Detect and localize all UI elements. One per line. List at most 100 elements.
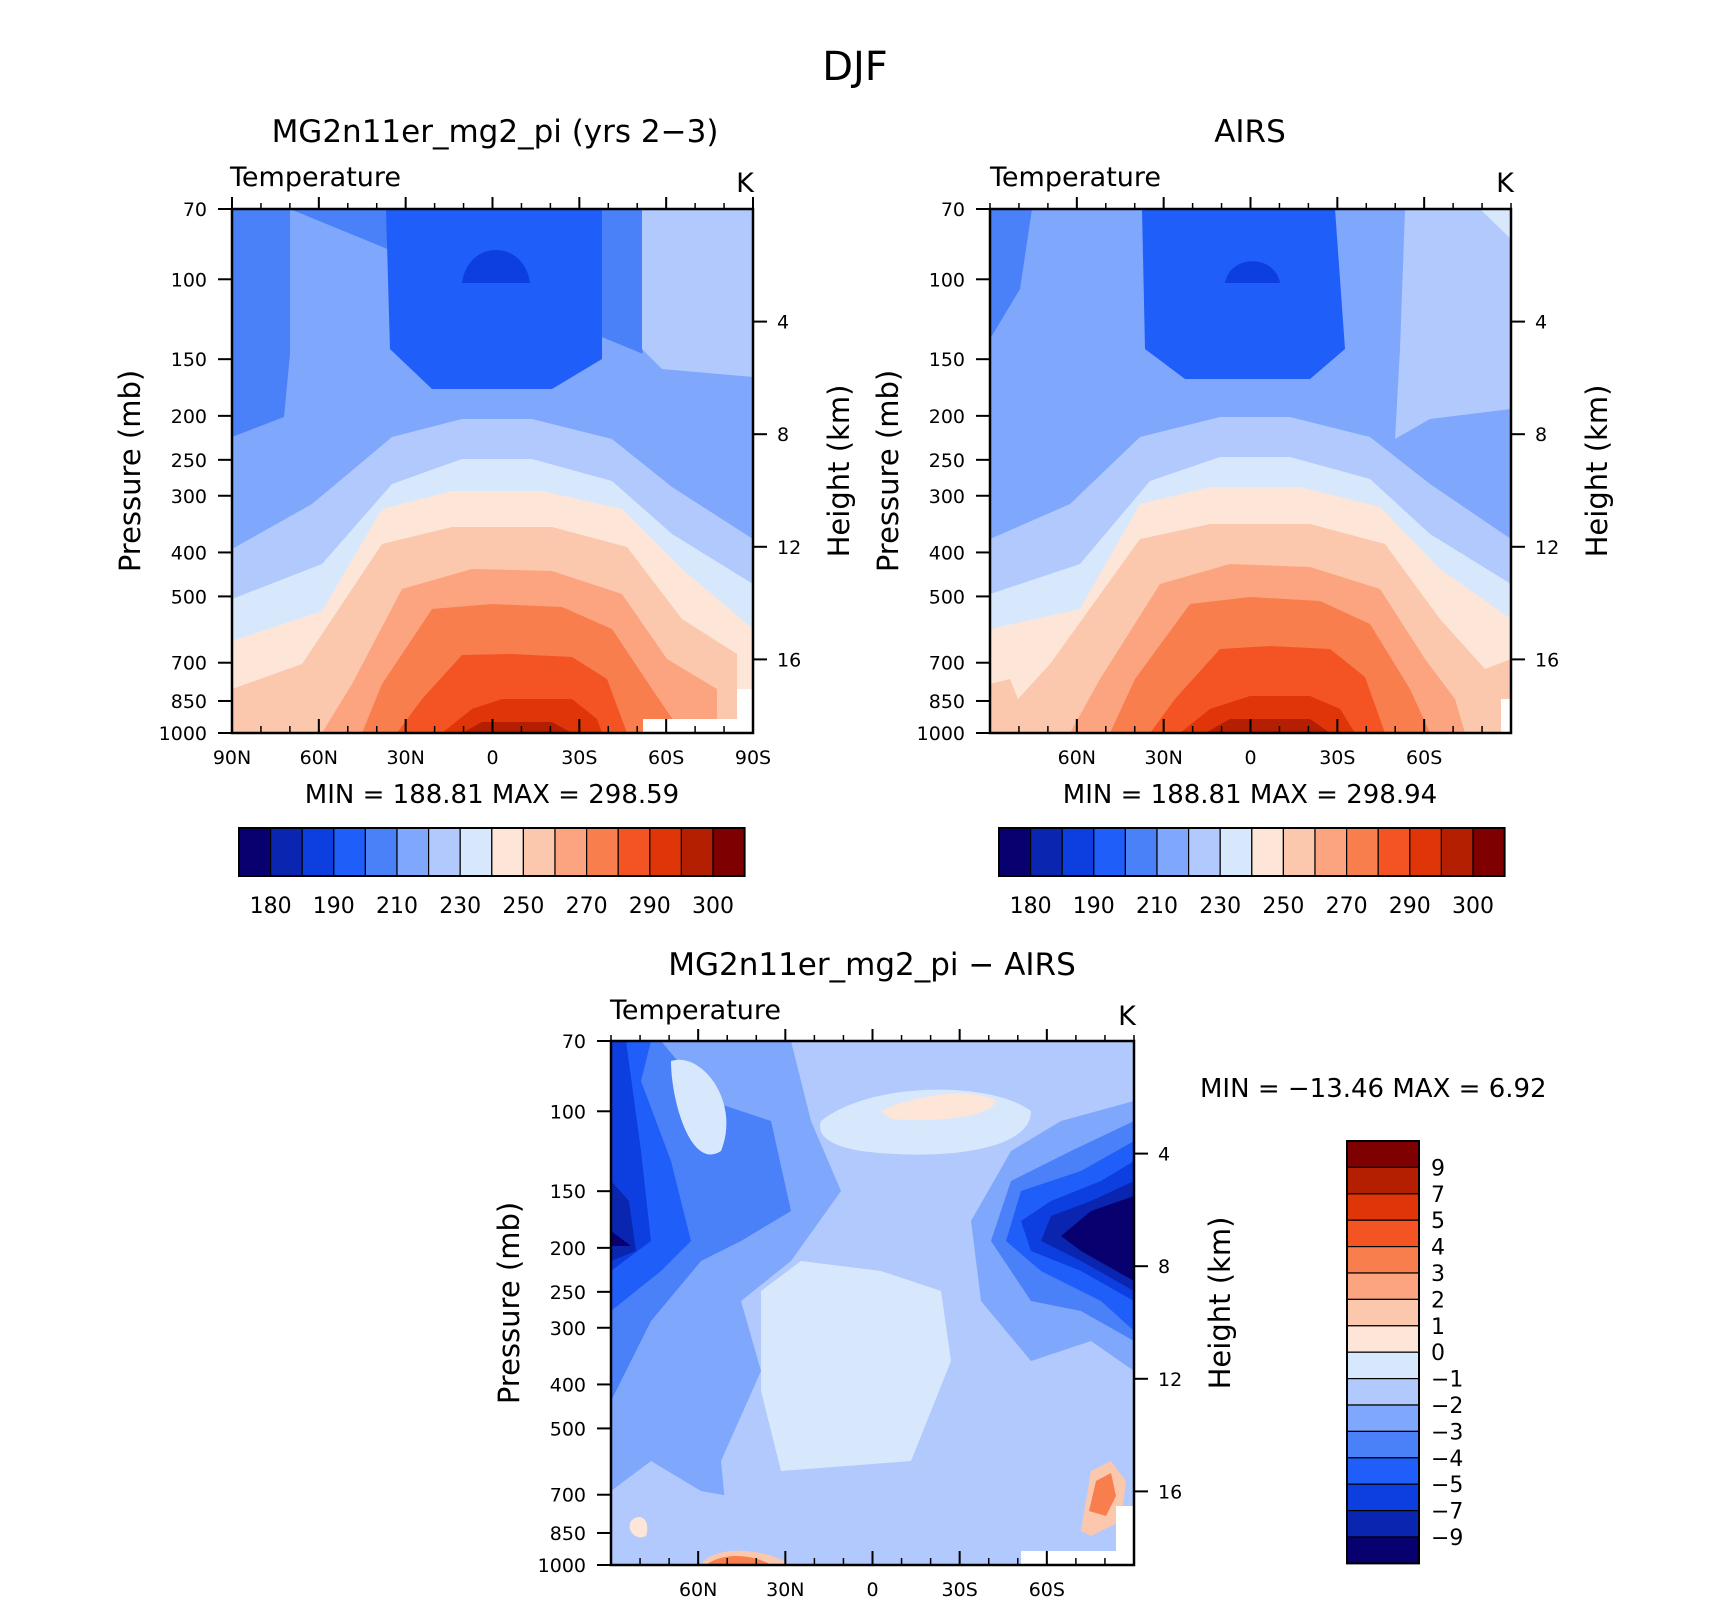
model-x-tick-label: 90N	[213, 747, 251, 769]
diff-y-tick-label: 400	[550, 1374, 586, 1396]
obs-colorbar-box	[1377, 827, 1411, 877]
model-colorbar-frame	[238, 827, 746, 877]
obs-band-13	[1205, 719, 1330, 733]
obs-colorbar: 180 190 210 230 250 270 290 300	[998, 827, 1506, 919]
obs-y2-tick-label: 8	[1535, 424, 1547, 446]
diff-colorbar-box	[1346, 1325, 1420, 1353]
model-colorbar-box	[649, 827, 682, 877]
obs-y-tick-label: 850	[929, 691, 965, 713]
model-colorbar-label: 210	[376, 894, 418, 919]
model-stats: MIN = 188.81 MAX = 298.59	[305, 780, 679, 810]
diff-x-tick-label: 0	[866, 1579, 878, 1601]
model-colorbar-box	[586, 827, 619, 877]
obs-stats: MIN = 188.81 MAX = 298.94	[1063, 780, 1437, 810]
diff-band-23	[629, 1516, 648, 1538]
diff-band-18	[611, 1461, 1134, 1565]
obs-colorbar-frame	[998, 827, 1506, 877]
obs-y-tick-label: 70	[941, 199, 965, 221]
diff-colorbar-box	[1346, 1140, 1420, 1168]
obs-y-tick-label: 700	[929, 653, 965, 675]
model-y2-tick-label: 12	[777, 537, 801, 559]
obs-axes: 60N 30N 0 30S 60S 70 100 150 200 250 300 400 500 700 8…	[871, 197, 1614, 769]
model-colorbar-box	[617, 827, 651, 877]
obs-colorbar-label: 210	[1136, 894, 1178, 919]
model-band-13	[386, 209, 602, 389]
diff-colorbar-label: 2	[1431, 1288, 1445, 1313]
obs-missing-region	[1501, 699, 1511, 733]
figure-title: DJF	[822, 44, 888, 90]
obs-colorbar-label: 180	[1010, 894, 1052, 919]
model-colorbar-box	[491, 827, 525, 877]
model-y-tick-label: 700	[171, 653, 207, 675]
obs-y-tick-label: 100	[929, 269, 965, 291]
obs-colorbar-box	[1061, 827, 1095, 877]
obs-colorbar-box	[1346, 827, 1379, 877]
model-colorbar-box	[712, 827, 746, 877]
model-x-tick-label: 30S	[561, 747, 597, 769]
model-x-tick-label: 30N	[386, 747, 424, 769]
model-axes: 90N 60N 30N 0 30S 60S 90S 70 100 150 200 250 300 400 5…	[113, 197, 856, 769]
diff-y-tick-label: 250	[550, 1282, 586, 1304]
diff-colorbar-box	[1346, 1483, 1420, 1512]
diff-ylabel: Pressure (mb)	[492, 1202, 526, 1404]
diff-colorbar-label: −9	[1431, 1526, 1463, 1551]
model-colorbar-box	[333, 827, 367, 877]
diff-axes: 60N 30N 0 30S 60S 70 100 150 200 250 300 400 500 700 8…	[492, 1029, 1237, 1601]
diff-colorbar-label: 3	[1431, 1262, 1445, 1287]
model-x-tick-label: 60N	[300, 747, 338, 769]
diff-x-tick-label: 30S	[942, 1579, 978, 1601]
diff-x-tick-label: 30N	[766, 1579, 804, 1601]
obs-colorbar-box	[1219, 827, 1253, 877]
diff-colorbar-box	[1346, 1430, 1420, 1459]
diff-y2-tick-label: 16	[1158, 1481, 1182, 1503]
diff-colorbar-box	[1346, 1404, 1420, 1432]
diff-y2label: Height (km)	[1203, 1217, 1237, 1390]
diff-y-tick-label: 150	[550, 1181, 586, 1203]
diff-y-tick-label: 1000	[538, 1555, 586, 1577]
obs-x-tick-label: 0	[1244, 747, 1256, 769]
obs-x-tick-label: 60N	[1058, 747, 1096, 769]
obs-colorbar-box	[998, 827, 1032, 877]
diff-band-7	[611, 1231, 631, 1246]
model-colorbar-box	[554, 827, 588, 877]
diff-missing-region	[1021, 1506, 1134, 1565]
model-colorbar-label: 230	[439, 894, 481, 919]
obs-band-14	[1142, 209, 1345, 379]
model-colorbar-box	[522, 827, 556, 877]
model-temperature-label: Temperature	[229, 162, 401, 193]
obs-colorbar-box	[1409, 827, 1442, 877]
diff-colorbar-box	[1346, 1510, 1420, 1538]
obs-colorbar-box	[1124, 827, 1158, 877]
diff-colorbar-box	[1346, 1457, 1420, 1485]
obs-x-tick-label: 30N	[1144, 747, 1182, 769]
obs-colorbar-label: 230	[1199, 894, 1241, 919]
obs-temperature-label: Temperature	[989, 162, 1161, 193]
model-y2label: Height (km)	[822, 385, 856, 558]
diff-colorbar-label: 4	[1431, 1236, 1445, 1261]
diff-colorbar-label: 9	[1431, 1156, 1445, 1181]
model-band-12	[462, 722, 572, 733]
model-y-tick-label: 200	[171, 406, 207, 428]
model-colorbar-label: 250	[502, 894, 544, 919]
diff-band-8	[671, 1059, 727, 1155]
model-missing-region	[643, 689, 753, 733]
obs-colorbar-label: 190	[1073, 894, 1115, 919]
model-y-tick-label: 250	[171, 450, 207, 472]
obs-y-tick-label: 250	[929, 450, 965, 472]
diff-y-tick-label: 100	[550, 1101, 586, 1123]
obs-plot: 60N 30N 0 30S 60S 70 100 150 200 250 300 400 500 700 8…	[871, 197, 1614, 769]
model-colorbar-label: 190	[313, 894, 355, 919]
obs-y2-tick-label: 16	[1535, 649, 1559, 671]
model-contour-field	[232, 209, 753, 733]
obs-ylabel: Pressure (mb)	[871, 370, 905, 572]
obs-y-tick-label: 200	[929, 406, 965, 428]
diff-y-tick-label: 200	[550, 1238, 586, 1260]
model-colorbar-box	[459, 827, 493, 877]
diff-unit-label: K	[1118, 1001, 1137, 1032]
diff-y-tick-label: 70	[562, 1031, 586, 1053]
model-ylabel: Pressure (mb)	[113, 370, 147, 572]
obs-band-2	[990, 209, 1032, 339]
model-y-tick-label: 100	[171, 269, 207, 291]
model-band-3	[642, 209, 753, 377]
